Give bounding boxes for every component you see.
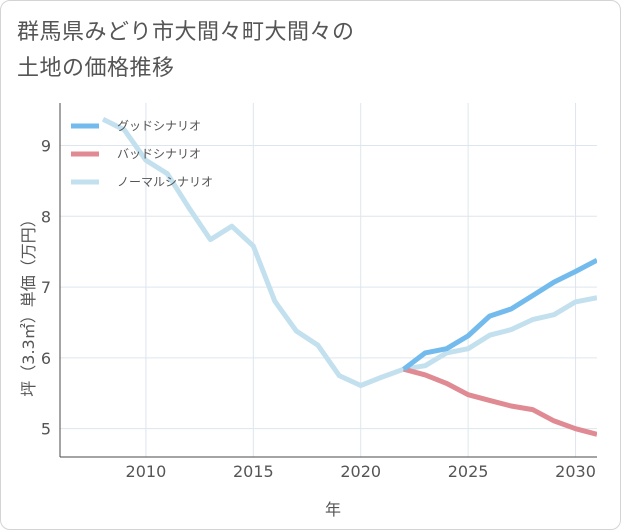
y-axis-label: 坪（3.3㎡）単価（万円）	[19, 211, 38, 396]
x-tick-label-2025: 2025	[448, 462, 489, 481]
legend-label-1: バッドシナリオ	[117, 147, 201, 161]
x-tick-label-2030: 2030	[555, 462, 596, 481]
x-tick-label-2015: 2015	[233, 462, 274, 481]
series-layer	[101, 117, 597, 437]
legend-label-0: グッドシナリオ	[117, 119, 201, 133]
title-line-1: 群馬県みどり市大間々町大間々の	[17, 20, 355, 45]
y-tick-label-5: 5	[41, 420, 51, 439]
y-tick-label-6: 6	[41, 349, 51, 368]
y-axis-ticks: 5 6 7 8 9	[41, 136, 51, 438]
plot-frame	[59, 103, 597, 458]
x-tick-label-2020: 2020	[340, 462, 381, 481]
title-line-2: 土地の価格推移	[17, 56, 175, 81]
y-tick-label-8: 8	[41, 207, 51, 226]
series-line-2	[402, 257, 597, 372]
x-axis-ticks: 2010 2015 2020 2025 2030	[126, 462, 596, 481]
grid-lines	[60, 103, 597, 457]
y-tick-label-9: 9	[41, 136, 51, 155]
x-axis-label: 年	[325, 500, 341, 519]
series-line-0	[101, 117, 597, 388]
series-line-1	[403, 366, 597, 437]
legend-label-2: ノーマルシナリオ	[117, 175, 213, 189]
x-tick-label-2010: 2010	[126, 462, 167, 481]
page-title: 群馬県みどり市大間々町大間々の 土地の価格推移	[17, 15, 355, 87]
y-tick-label-7: 7	[41, 278, 51, 297]
